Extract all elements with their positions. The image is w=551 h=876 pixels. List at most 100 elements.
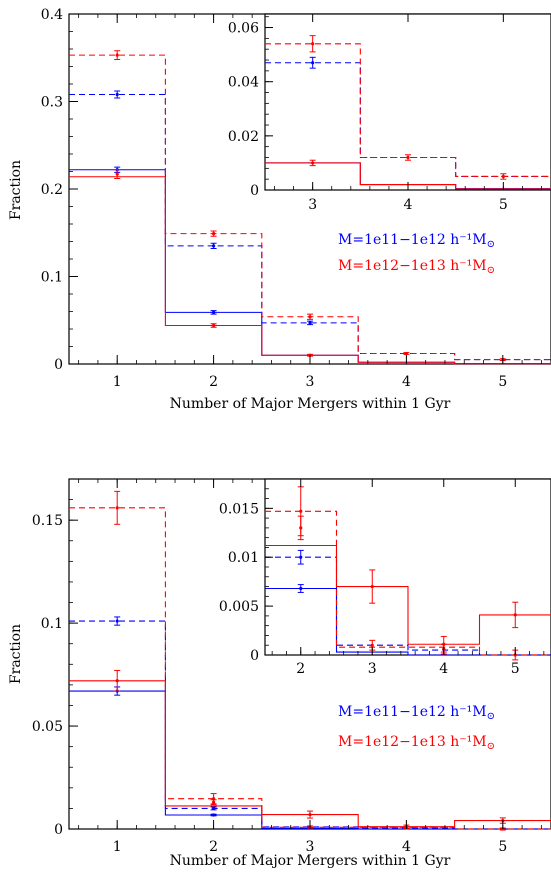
- panel-bottom: 1 2 3 4 5 0 0.05 0.1 0.15 Number of Major Mergers…: [8, 478, 551, 869]
- x-tick-label: 5: [498, 374, 507, 390]
- error-bar: [114, 90, 121, 99]
- y-axis-title: Fraction: [8, 624, 24, 684]
- error-bar-point: [370, 584, 374, 589]
- y-tick-label: 0.1: [41, 270, 63, 286]
- error-bar-point: [212, 806, 216, 811]
- error-bar: [309, 35, 316, 53]
- error-bar: [307, 810, 313, 819]
- x-tick-label: 5: [498, 839, 507, 855]
- inset-y-tick-label: 0.04: [228, 75, 259, 91]
- legend-entry: M=1e12−1e13 h⁻¹M⊙: [338, 258, 495, 276]
- error-bar-point: [311, 161, 315, 165]
- x-tick-label: 3: [306, 839, 315, 855]
- x-tick-label: 3: [306, 374, 315, 390]
- legend-entry: M=1e12−1e13 h⁻¹M⊙: [338, 734, 495, 752]
- error-bar: [210, 806, 217, 811]
- error-bar: [114, 490, 121, 525]
- error-bar: [369, 569, 376, 604]
- error-bar-point: [115, 506, 119, 510]
- x-axis-title: Number of Major Mergers within 1 Gyr: [170, 396, 451, 412]
- panel-top: 1 2 3 4 5 0 0.1 0.2 0.3 0.4 Number of Major Merger…: [8, 7, 551, 412]
- x-tick-label: 1: [113, 839, 122, 855]
- error-bar-point: [212, 813, 216, 817]
- series-line-red-dashed: [265, 510, 551, 656]
- x-tick-label: 4: [402, 839, 411, 855]
- error-bar-point: [311, 42, 315, 46]
- error-bar: [114, 616, 121, 626]
- x-tick-label: 2: [209, 839, 218, 855]
- error-bar-point: [212, 797, 216, 801]
- error-bar: [210, 323, 217, 328]
- error-bar: [210, 813, 217, 817]
- error-bar: [114, 669, 121, 692]
- error-bar-point: [299, 509, 303, 513]
- error-bar-point: [308, 315, 312, 319]
- sun-symbol-icon: ⊙: [487, 711, 495, 722]
- error-bar: [210, 310, 217, 315]
- inset-x-tick-label: 3: [308, 197, 317, 213]
- series-line-red-dashed: [69, 507, 551, 830]
- error-bar-point: [308, 812, 312, 817]
- inset-x-tick-label: 4: [439, 661, 448, 677]
- x-tick-label: 4: [402, 374, 411, 390]
- error-bar-point: [212, 310, 216, 314]
- y-tick-label: 0.1: [41, 616, 63, 632]
- error-bar: [210, 242, 217, 249]
- error-bar: [309, 56, 316, 69]
- inset-y-tick-label: 0: [250, 183, 259, 199]
- series-line-blue-dashed: [265, 556, 551, 656]
- error-bar-point: [299, 555, 303, 559]
- error-bar-point: [212, 232, 216, 236]
- legend-label: M=1e12−1e13 h⁻¹M: [338, 734, 487, 750]
- legend-label: M=1e11−1e12 h⁻¹M: [338, 232, 487, 248]
- y-tick-label: 0: [54, 357, 63, 373]
- x-tick-label: 1: [113, 374, 122, 390]
- error-bar-point: [212, 244, 216, 248]
- error-bar: [210, 230, 217, 237]
- error-bar: [307, 320, 313, 326]
- error-bar-point: [311, 61, 315, 65]
- inset-plot: 3 4 5 0 0.02 0.04 0.06: [228, 13, 551, 213]
- legend-label: M=1e11−1e12 h⁻¹M: [338, 704, 487, 720]
- inset-frame: [264, 13, 551, 191]
- inset-x-tick-label: 5: [511, 661, 520, 677]
- inset-x-tick-label: 5: [499, 197, 508, 213]
- error-bar: [405, 154, 411, 161]
- inset-x-tick-label: 3: [368, 661, 377, 677]
- error-bar-point: [308, 321, 312, 325]
- error-bar-point: [370, 643, 374, 647]
- error-bar: [114, 169, 121, 179]
- error-bar: [297, 584, 304, 593]
- y-tick-label: 0.3: [41, 95, 63, 111]
- inset-y-tick-label: 0.015: [219, 501, 259, 517]
- x-tick-label: 2: [209, 374, 218, 390]
- error-bar: [500, 173, 507, 180]
- error-bar: [307, 313, 313, 320]
- inset-y-tick-label: 0.06: [228, 21, 259, 37]
- inset-x-tick-label: 2: [296, 661, 305, 677]
- inset-plot: 2 3 4 5 0 0.005 0.01 0.015: [219, 478, 551, 677]
- error-bar: [114, 50, 121, 60]
- legend-entry: M=1e11−1e12 h⁻¹M⊙: [338, 232, 495, 250]
- error-bar: [512, 601, 519, 629]
- inset-y-tick-label: 0.01: [228, 550, 259, 566]
- y-tick-label: 0.05: [32, 719, 63, 735]
- y-axis-title: Fraction: [8, 160, 24, 220]
- error-bar-point: [115, 53, 119, 57]
- y-tick-label: 0: [54, 822, 63, 838]
- series-line-red-solid: [69, 680, 551, 828]
- legend-entry: M=1e11−1e12 h⁻¹M⊙: [338, 704, 495, 722]
- error-bar-point: [501, 174, 505, 179]
- error-bar-point: [513, 613, 517, 617]
- inset-x-tick-label: 4: [404, 197, 413, 213]
- error-bar: [210, 793, 217, 805]
- error-bar: [297, 549, 304, 565]
- y-tick-label: 0.4: [41, 7, 63, 23]
- sun-symbol-icon: ⊙: [487, 239, 495, 250]
- inset-y-tick-label: 0: [250, 648, 259, 664]
- legend-label: M=1e12−1e13 h⁻¹M: [338, 258, 487, 274]
- error-bar-point: [212, 323, 216, 328]
- inset-y-tick-label: 0.02: [228, 129, 259, 145]
- y-tick-label: 0.15: [32, 513, 63, 529]
